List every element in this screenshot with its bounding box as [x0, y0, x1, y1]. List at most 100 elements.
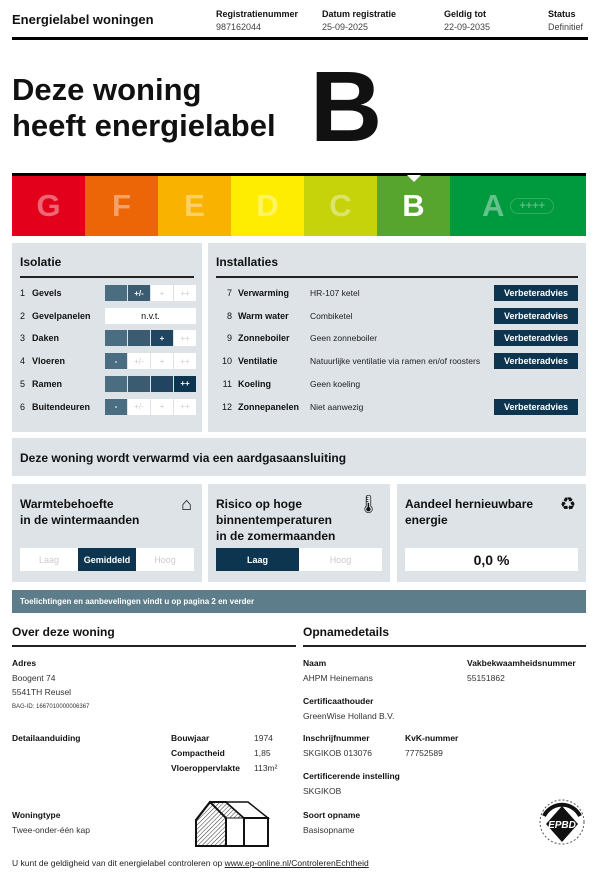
rating-cell: +/-	[128, 285, 150, 301]
row-number: 8	[226, 310, 232, 321]
adres-street: Boogent 74	[12, 673, 56, 683]
active-pointer	[406, 175, 421, 182]
rating-cell: -	[105, 398, 127, 415]
rating-scale: - +/- + ++	[105, 353, 196, 370]
isolatie-title: Isolatie	[20, 255, 62, 269]
value: 22-09-2035	[444, 22, 491, 32]
document-title: Energielabel woningen	[12, 12, 154, 27]
rating-cell: +	[151, 285, 173, 301]
risico-scale: Laag Hoog	[216, 548, 382, 571]
woningtype-value: Twee-onder-één kap	[12, 825, 90, 835]
installaties-title: Installaties	[216, 255, 279, 269]
value: Definitief	[548, 22, 584, 32]
isolatie-row: 2 Gevelpanelen n.v.t.	[20, 307, 196, 324]
verbeteradvies-button[interactable]: Verbeteradvies	[494, 285, 578, 301]
rating-cell	[105, 375, 127, 392]
kvk-value: 77752589	[405, 748, 443, 758]
isolatie-row: 3 Daken + ++	[20, 330, 196, 347]
row-label: Gevelpanelen	[32, 310, 91, 321]
rating-cell: ++	[174, 353, 196, 370]
class-letter: F	[112, 188, 131, 223]
isolatie-row: 1 Gevels +/- + ++	[20, 285, 196, 301]
hero-line: heeft energielabel	[12, 108, 276, 143]
title-line: energie	[405, 513, 448, 527]
class-extra: ++++	[510, 198, 555, 214]
rating-cell: +/-	[128, 353, 150, 370]
class-letter: E	[184, 188, 205, 223]
soort-value: Basisopname	[303, 825, 355, 835]
risico-box: Risico op hoge binnentemperaturen in de zo…	[208, 484, 390, 582]
class-letter: C	[329, 188, 352, 223]
rating-cell: +	[151, 398, 173, 415]
rating-cell: ++	[174, 375, 196, 392]
row-value: Geen koeling	[310, 378, 361, 389]
hernieuwbaar-box: Aandeel hernieuwbare energie ♻ 0,0 %	[397, 484, 586, 582]
instelling-label: Certificerende instelling	[303, 771, 400, 781]
header-datum: Datum registratie 25-09-2025	[322, 8, 396, 34]
row-label: Koeling	[238, 378, 271, 389]
title-line: Warmtebehoefte	[20, 497, 114, 511]
rating-cell	[105, 330, 127, 347]
energy-class-G: G	[12, 176, 85, 236]
bag-id: BAG-ID: 1667010000006367	[12, 704, 90, 710]
verbeteradvies-button[interactable]: Verbeteradvies	[494, 398, 578, 415]
row-label: Verwarming	[238, 288, 290, 298]
inschrijf-label: Inschrijfnummer	[303, 733, 370, 743]
box-title: Risico op hoge binnentemperaturen in de zo…	[216, 496, 335, 544]
row-label: Buitendeuren	[32, 401, 91, 412]
isolatie-panel: Isolatie 1 Gevels +/- + ++ 2 Gevelpanelen n.v.t…	[12, 243, 202, 432]
soort-label: Soort opname	[303, 810, 361, 820]
opnamedetails-section: Opnamedetails	[303, 625, 586, 647]
energy-class-D: D	[231, 176, 304, 236]
energy-class-E: E	[158, 176, 231, 236]
row-label: Vloeren	[32, 356, 66, 367]
epbd-logo: EPBD	[539, 799, 585, 845]
verbeteradvies-button[interactable]: Verbeteradvies	[494, 330, 578, 347]
bouwjaar-label: Bouwjaar	[171, 733, 210, 743]
label: Geldig tot	[444, 9, 486, 19]
rating-cell	[128, 375, 150, 392]
rating-cell	[151, 375, 173, 392]
compactheid-value: 1,85	[254, 748, 271, 758]
box-title: Aandeel hernieuwbare energie	[405, 496, 533, 528]
installaties-panel: Installaties 7 Verwarming HR-107 ketel Verb…	[208, 243, 586, 432]
ep-online-link[interactable]: www.ep-online.nl/ControlerenEchtheid	[224, 858, 369, 868]
cert-value: GreenWise Holland B.V.	[303, 711, 395, 721]
row-number: 7	[226, 288, 232, 298]
energy-label-letter: B	[310, 51, 383, 163]
header-divider	[12, 37, 588, 40]
rating-scale: ++	[105, 375, 196, 392]
svg-text:EPBD: EPBD	[548, 820, 576, 831]
row-number: 4	[20, 356, 26, 367]
isolatie-row: 5 Ramen ++	[20, 375, 196, 392]
instelling-value: SKGIKOB	[303, 786, 342, 796]
title-line: Aandeel hernieuwbare	[405, 497, 534, 511]
rating-cell: +	[151, 353, 173, 370]
verbeteradvies-button[interactable]: Verbeteradvies	[494, 353, 578, 370]
detail-label: Detailaanduiding	[12, 733, 81, 743]
renewable-cycle-icon: ♻	[559, 494, 576, 514]
naam-value: AHPM Heinemans	[303, 673, 373, 683]
inschrijf-value: SKGIKOB 013076	[303, 748, 372, 758]
rating-scale: +/- + ++	[105, 285, 196, 301]
scale-option-hoog: Hoog	[329, 554, 352, 565]
rating-cell	[128, 330, 150, 347]
installatie-row: 12 Zonnepanelen Niet aanwezig Verbeteradvie…	[216, 398, 578, 415]
section-title: Over deze woning	[12, 625, 115, 639]
rating-cell: ++	[174, 398, 196, 415]
row-value: Natuurlijke ventilatie via ramen en/of r…	[310, 356, 481, 367]
row-number: 10	[221, 356, 232, 367]
verbeteradvies-button[interactable]: Verbeteradvies	[494, 307, 578, 324]
cert-label: Certificaathouder	[303, 696, 374, 706]
row-number: 9	[226, 333, 232, 344]
kvk-label: KvK-nummer	[405, 733, 459, 743]
row-value: HR-107 ketel	[310, 288, 360, 298]
row-number: 1	[20, 288, 26, 298]
title-line: in de wintermaanden	[20, 513, 140, 527]
energy-class-A: A ++++	[450, 176, 586, 236]
heating-banner: Deze woning wordt verwarmd via een aardg…	[12, 438, 586, 476]
value: 25-09-2025	[322, 22, 369, 32]
row-label: Zonneboiler	[238, 333, 290, 344]
rating-scale: - +/- + ++	[105, 398, 196, 415]
vloeroppervlakte-label: Vloeroppervlakte	[171, 763, 240, 773]
